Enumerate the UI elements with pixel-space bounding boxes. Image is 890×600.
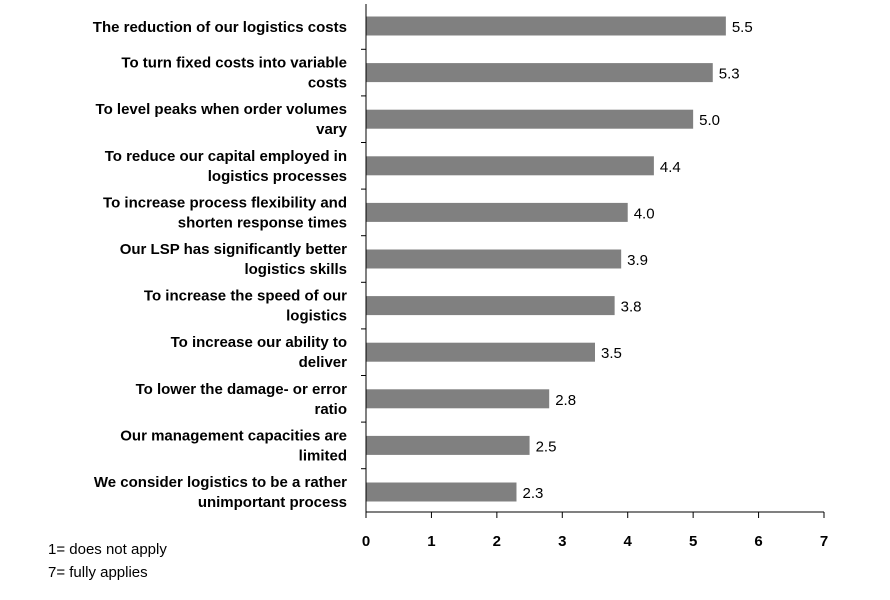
value-label-3: 5.0 [699, 112, 720, 129]
scale-note-min: 1= does not apply [48, 541, 167, 558]
category-label-9: To lower the damage- or error ratio [136, 381, 348, 418]
bar-10 [366, 435, 530, 455]
category-label-5: To increase process flexibility and short… [103, 194, 347, 231]
scale-note-max: 7= fully applies [48, 564, 148, 581]
x-tick-label-5: 5 [689, 533, 697, 550]
x-tick-label-7: 7 [820, 533, 828, 550]
value-label-7: 3.8 [621, 299, 642, 316]
bar-3 [366, 109, 694, 129]
bar-9 [366, 389, 550, 409]
category-label-10: Our management capacities are limited [120, 427, 347, 464]
value-labels: 5.5 5.3 5.0 4.4 4.0 3.9 3.8 3.5 2.8 2.5 2.3 [522, 19, 752, 502]
value-label-9: 2.8 [555, 392, 576, 409]
category-label-1: The reduction of our logistics costs [93, 19, 347, 36]
value-label-1: 5.5 [732, 19, 753, 36]
bar-5 [366, 202, 628, 222]
category-label-11: We consider logistics to be a rather unim… [94, 474, 347, 511]
x-tick-labels: 0 1 2 3 4 5 6 7 [362, 533, 828, 550]
bars [366, 16, 726, 502]
bar-4 [366, 156, 654, 176]
value-label-2: 5.3 [719, 66, 740, 83]
bar-2 [366, 63, 713, 83]
category-label-8: To increase our ability to deliver [171, 334, 348, 371]
bar-11 [366, 482, 517, 502]
category-label-6: Our LSP has significantly better logistic… [120, 241, 347, 278]
value-label-6: 3.9 [627, 252, 648, 269]
axes [361, 4, 825, 518]
value-label-5: 4.0 [634, 205, 655, 222]
category-label-4: To reduce our capital employed in logisti… [105, 148, 347, 185]
x-tick-label-1: 1 [427, 533, 435, 550]
category-label-2: To turn fixed costs into variable costs [121, 55, 347, 92]
bar-8 [366, 342, 595, 362]
x-tick-label-0: 0 [362, 533, 370, 550]
value-label-11: 2.3 [522, 485, 543, 502]
bar-6 [366, 249, 622, 269]
category-label-7: To increase the speed of our logistics [144, 288, 347, 325]
category-labels: The reduction of our logistics costs To t… [93, 19, 348, 511]
value-label-4: 4.4 [660, 159, 681, 176]
x-tick-label-4: 4 [624, 533, 633, 550]
value-label-10: 2.5 [536, 438, 557, 455]
bar-7 [366, 296, 615, 316]
x-tick-label-3: 3 [558, 533, 566, 550]
x-tick-label-6: 6 [754, 533, 762, 550]
bar-1 [366, 16, 726, 36]
category-label-3: To level peaks when order volumes vary [96, 101, 348, 138]
x-tick-label-2: 2 [493, 533, 501, 550]
value-label-8: 3.5 [601, 345, 622, 362]
